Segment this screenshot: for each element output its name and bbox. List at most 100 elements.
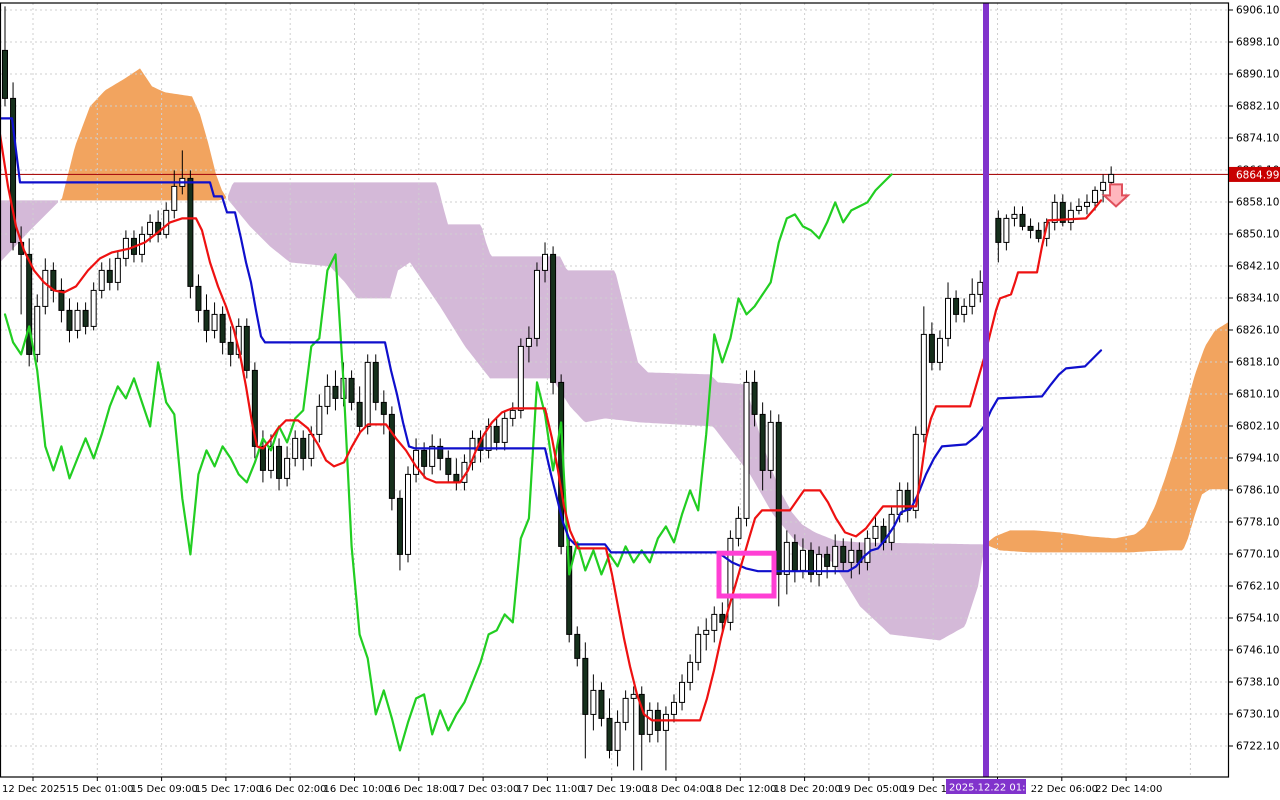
- candle-bull: [42, 269, 49, 307]
- candle-bull: [783, 541, 790, 575]
- time-tick-label: 16 Dec 18:00: [388, 784, 455, 795]
- time-tick-label: 16 Dec 10:00: [324, 784, 391, 795]
- tenkan-sen-line: [0, 133, 1103, 722]
- candle-bull: [114, 257, 121, 283]
- price-tick-label: 6778.10: [1236, 517, 1279, 529]
- time-tick-label: 18 Dec 20:00: [774, 784, 841, 795]
- price-tick-label: 6890.10: [1236, 69, 1279, 81]
- candle-bear: [840, 545, 847, 563]
- candle-bull: [695, 633, 702, 663]
- candle-bull: [662, 713, 669, 731]
- candle-bull: [98, 269, 105, 291]
- candle-bull: [832, 545, 839, 567]
- time-tick-label: 19 Dec 13:00: [902, 784, 969, 795]
- time-tick-label: 22 Dec 06:00: [1031, 784, 1098, 795]
- candles-layer: [2, 6, 1115, 771]
- candle-bear: [195, 285, 202, 311]
- candle-bull: [267, 445, 274, 471]
- price-tick-label: 6818.10: [1236, 357, 1279, 369]
- candle-bull: [614, 721, 621, 751]
- candle-bear: [2, 49, 8, 99]
- price-tick-label: 6826.10: [1236, 325, 1279, 337]
- candle-bear: [824, 553, 831, 567]
- price-tick-label: 6722.10: [1236, 741, 1279, 753]
- candle-bull: [977, 281, 984, 295]
- price-tick-label: 6850.10: [1236, 229, 1279, 241]
- candle-bull: [872, 525, 879, 539]
- price-tick-label: 6770.10: [1236, 549, 1279, 561]
- candle-bull: [703, 629, 710, 635]
- candle-bear: [82, 309, 89, 327]
- time-tick-label: 18 Dec 12:00: [709, 784, 776, 795]
- candle-bull: [525, 337, 532, 347]
- candle-bull: [171, 185, 178, 211]
- candle-bull: [163, 209, 170, 235]
- candle-bull: [799, 549, 806, 571]
- candle-bull: [848, 549, 855, 563]
- candle-bear: [388, 413, 395, 499]
- candle-bear: [453, 473, 460, 483]
- time-tick-label: 22 Dec 14:00: [1095, 784, 1162, 795]
- time-tick-label: 15 Dec 01:00: [66, 784, 133, 795]
- candle-bear: [437, 445, 444, 459]
- candle-bull: [1003, 217, 1010, 243]
- candle-bull: [767, 421, 774, 471]
- candle-bull: [1108, 173, 1115, 183]
- plot-border: [0, 2, 1230, 778]
- price-tick-label: 6906.10: [1236, 5, 1279, 17]
- candle-bear: [759, 413, 766, 471]
- candle-bull: [646, 709, 653, 735]
- price-tick-label: 6882.10: [1236, 101, 1279, 113]
- candle-bull: [679, 681, 686, 703]
- candle-bull: [405, 473, 411, 555]
- candle-bear: [251, 369, 258, 447]
- candle-bear: [58, 289, 65, 311]
- candle-bull: [630, 693, 637, 699]
- price-tick-label: 6858.10: [1236, 197, 1279, 209]
- price-tick-label: 6874.10: [1236, 133, 1279, 145]
- candle-bull: [517, 345, 524, 411]
- candle-bull: [429, 445, 436, 467]
- candle-bull: [1011, 213, 1018, 219]
- current-price-badge-label: 6864.99: [1236, 169, 1279, 181]
- candle-bear: [775, 421, 782, 575]
- candle-bear: [582, 657, 589, 715]
- candle-bear: [719, 613, 726, 623]
- candle-bear: [928, 333, 935, 363]
- candle-bear: [219, 313, 226, 343]
- price-tick-label: 6730.10: [1236, 709, 1279, 721]
- candle-bear: [493, 425, 500, 443]
- candle-bear: [227, 341, 234, 355]
- candle-bear: [1027, 225, 1034, 231]
- price-tick-label: 6754.10: [1236, 613, 1279, 625]
- candle-bull: [147, 221, 154, 235]
- candle-bear: [10, 97, 17, 243]
- candle-bull: [509, 409, 516, 419]
- candle-bear: [300, 437, 307, 459]
- candle-bear: [421, 449, 428, 467]
- candle-bull: [727, 537, 734, 623]
- candle-bull: [590, 689, 597, 715]
- cloud-up-region: [60, 68, 226, 201]
- time-tick-label: 17 Dec 03:00: [452, 784, 519, 795]
- time-line-badge: [946, 779, 1026, 794]
- candle-bull: [969, 293, 976, 307]
- highlight-rect[interactable]: [716, 550, 777, 599]
- candle-bull: [920, 333, 927, 435]
- candle-bear: [808, 549, 814, 575]
- candle-bear: [566, 545, 573, 635]
- candle-bull: [90, 289, 97, 327]
- candle-bull: [292, 437, 299, 459]
- cloud-down-region: [228, 182, 984, 641]
- candle-bear: [26, 253, 33, 355]
- candle-bull: [912, 433, 919, 511]
- candle-bull: [1051, 201, 1058, 223]
- candle-bull: [316, 405, 323, 435]
- price-tick-label: 6762.10: [1236, 581, 1279, 593]
- candle-bear: [751, 381, 758, 415]
- candle-bull: [1075, 205, 1082, 211]
- candle-bear: [276, 445, 283, 479]
- current-price-badge: [1229, 166, 1280, 182]
